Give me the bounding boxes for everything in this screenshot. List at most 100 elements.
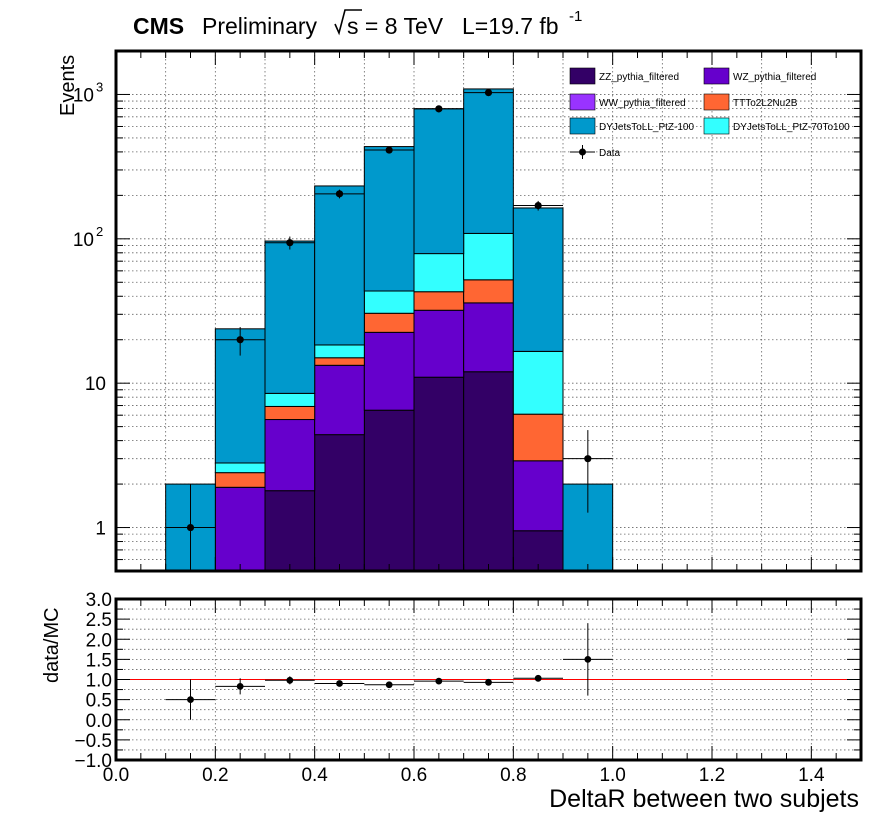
data-point [534,201,542,210]
main-frame [114,49,863,573]
ratio-ticks: −1.0−0.50.00.51.01.52.02.53.00.0 0.2 0.4 0.… [74,590,862,786]
ratio-y-tick-label: −0.5 [74,731,112,752]
main-y-axis-label: Events [57,55,79,116]
bar-ZZ_pythia_filtered-bin-5 [413,376,465,572]
bar-TTTo2L2Nu2B-bin-6 [463,279,514,304]
x-tick-label: 0.8 [500,765,526,786]
legend-swatch [703,93,730,111]
y-tick-label: 10 [73,230,94,251]
ratio-point [336,680,343,687]
legend-label: Data [599,148,621,159]
legend-label: WW_pythia_filtered [599,98,686,109]
data-points [165,89,613,571]
bar-DYJetsToLL_PtZ-70To100-bin-7 [512,350,564,415]
y-tick-exponent: 2 [96,224,103,239]
lumi-exponent: -1 [569,8,582,25]
x-axis-label: DeltaR between two subjets [549,785,859,813]
legend-swatch [569,117,596,135]
bar-DYJetsToLL_PtZ-100-bin-4 [363,146,415,292]
stacked-bars [165,88,614,572]
data-point [385,146,393,154]
x-tick-label: 1.2 [699,765,725,786]
bar-TTTo2L2Nu2B-bin-4 [363,312,415,333]
bar-WZ_pythia_filtered-bin-4 [363,331,415,411]
x-tick-label: 0.6 [401,765,427,786]
ratio-point [534,674,542,682]
legend-swatch [569,93,596,111]
legend: ZZ_pythia_filtered WZ_pythia_filtered WW_p… [569,67,850,159]
ratio-point [385,681,393,689]
ratio-y-tick-label: 0.0 [86,711,112,732]
data-point [584,455,592,463]
data-point [435,105,443,113]
legend-data-marker [579,148,586,156]
bar-WZ_pythia_filtered-bin-1 [214,486,266,572]
bar-DYJetsToLL_PtZ-70To100-bin-3 [314,344,365,359]
ratio-y-tick-label: 3.0 [86,590,112,611]
experiment-label: CMS [133,13,184,39]
ratio-point [485,678,492,686]
energy-label: s = 8 TeV [347,13,444,39]
bar-DYJetsToLL_PtZ-70To100-bin-4 [363,290,415,314]
bar-WZ_pythia_filtered-bin-2 [264,419,316,492]
ratio-points [165,623,613,720]
legend-label: ZZ_pythia_filtered [599,72,679,83]
ratio-frame [114,597,863,762]
legend-label: TTTo2L2Nu2B [733,98,798,109]
bar-DYJetsToLL_PtZ-100-bin-7 [512,207,564,352]
bar-TTTo2L2Nu2B-bin-2 [264,405,316,421]
ratio-point [435,677,443,685]
legend-label: DYJetsToLL_PtZ-70To100 [733,122,850,133]
data-point [286,239,294,247]
ratio-y-tick-label: 0.5 [86,691,112,712]
bar-ZZ_pythia_filtered-bin-2 [264,490,316,572]
bar-DYJetsToLL_PtZ-70To100-bin-6 [463,232,514,281]
legend-swatch [569,67,596,85]
y-tick-label: 10 [73,85,94,106]
data-point [186,523,195,532]
legend-swatch [703,67,730,85]
x-tick-label: 1.0 [599,765,625,786]
ratio-point [286,676,294,684]
bar-ZZ_pythia_filtered-bin-6 [463,371,514,572]
data-point [484,89,493,97]
legend-label: DYJetsToLL_PtZ-100 [599,122,694,133]
y-tick-exponent: 3 [96,79,103,94]
ratio-point [187,696,194,704]
ratio-y-tick-label: −1.0 [74,751,112,772]
lumi-label: L=19.7 fb [462,13,559,39]
bar-ZZ_pythia_filtered-bin-4 [363,409,415,572]
bar-DYJetsToLL_PtZ-70To100-bin-2 [264,392,316,407]
ratio-point [584,655,592,663]
bar-ZZ_pythia_filtered-bin-3 [314,434,365,572]
x-tick-label: 0.0 [103,765,129,786]
x-tick-label: 0.2 [202,765,228,786]
bar-TTTo2L2Nu2B-bin-7 [512,413,564,462]
bar-DYJetsToLL_PtZ-100-bin-5 [413,108,465,255]
bar-DYJetsToLL_PtZ-100-bin-6 [463,88,514,234]
ratio-y-tick-label: 1.0 [86,671,112,692]
bar-DYJetsToLL_PtZ-70To100-bin-5 [413,253,465,293]
bar-WZ_pythia_filtered-bin-3 [314,364,365,436]
legend-label: WZ_pythia_filtered [733,72,816,83]
bar-TTTo2L2Nu2B-bin-3 [314,357,365,366]
bar-DYJetsToLL_PtZ-100-bin-2 [264,240,316,394]
bar-DYJetsToLL_PtZ-100-bin-3 [314,185,365,346]
data-point [236,336,244,344]
sqrt-symbol [334,9,362,36]
ratio-y-tick-label: 1.5 [86,650,112,671]
ratio-y-axis-label: data/MC [41,607,63,683]
ratio-y-tick-label: 2.5 [86,610,112,631]
y-tick-label: 1 [95,519,106,540]
y-tick-label: 10 [85,374,106,395]
bar-WZ_pythia_filtered-bin-5 [413,309,465,378]
data-point [335,190,344,198]
bar-DYJetsToLL_PtZ-70To100-bin-1 [214,462,266,474]
ratio-point [236,682,244,690]
legend-swatch [703,117,730,135]
bar-TTTo2L2Nu2B-bin-5 [413,291,465,311]
ratio-y-tick-label: 2.0 [86,630,112,651]
x-tick-label: 0.4 [301,765,328,786]
status-label: Preliminary [202,13,318,39]
